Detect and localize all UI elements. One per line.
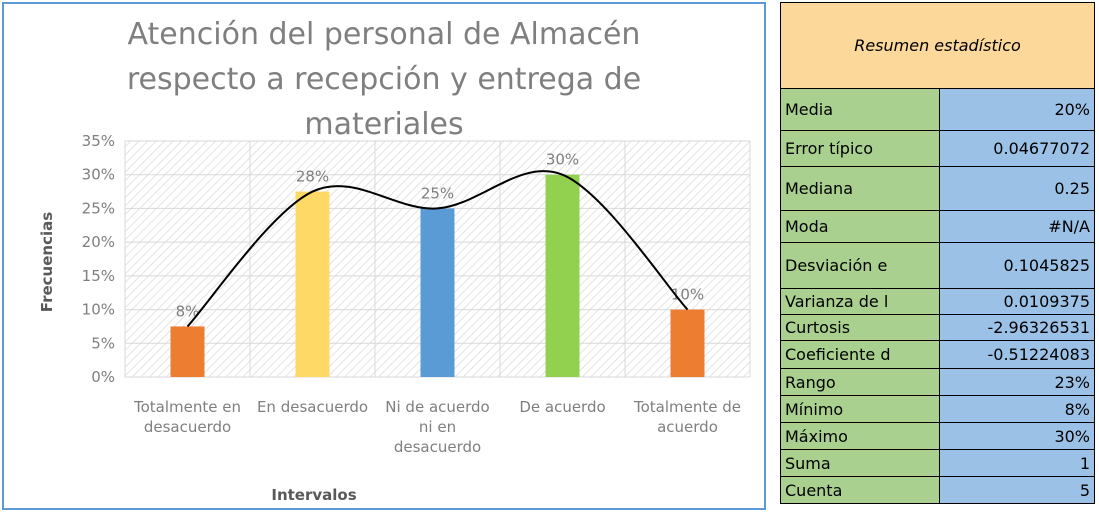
data-label: 28%	[296, 168, 329, 186]
bar	[670, 309, 705, 377]
stat-value: 5	[939, 476, 1095, 504]
table-row: Máximo 30%	[780, 422, 1095, 450]
stat-label: Error típico	[780, 130, 940, 167]
stat-label: Mínimo	[780, 395, 940, 423]
y-tick-label: 0%	[91, 368, 115, 386]
x-tick-label: Totalmente de acuerdo	[633, 398, 741, 436]
bar	[295, 191, 330, 377]
table-row: Mínimo 8%	[780, 395, 1095, 423]
stat-value: 0.25	[939, 166, 1095, 211]
y-tick-label: 10%	[82, 301, 115, 319]
y-tick-label: 35%	[82, 132, 115, 150]
stat-value: 0.1045825	[939, 242, 1095, 289]
table-body: Resumen estadístico Media 20% Error típico…	[780, 2, 1095, 504]
stat-value: -0.51224083	[939, 340, 1095, 369]
stat-label: Suma	[780, 449, 940, 477]
chart: Atención del personal de Almacén respect…	[2, 2, 766, 510]
x-tick-label: Ni de acuerdo ni en desacuerdo	[385, 398, 490, 456]
stat-label: Cuenta	[780, 476, 940, 504]
stat-label: Curtosis	[780, 314, 940, 341]
stat-label: Coeficiente d	[780, 340, 940, 369]
y-tick-label: 5%	[91, 334, 115, 352]
data-label: 8%	[176, 302, 200, 320]
table-title: Resumen estadístico	[780, 2, 1095, 89]
table-row: Error típico 0.04677072	[780, 130, 1095, 167]
stat-value: 8%	[939, 395, 1095, 423]
data-label: 30%	[546, 151, 579, 169]
table-header: Resumen estadístico	[780, 2, 1095, 89]
table-row: Cuenta 5	[780, 476, 1095, 504]
table-row: Desviación e 0.1045825	[780, 242, 1095, 289]
stat-value: -2.96326531	[939, 314, 1095, 341]
stats-table: Resumen estadístico Media 20% Error típico…	[780, 2, 1095, 504]
stat-label: Varianza de l	[780, 288, 940, 315]
x-axis-label: Intervalos	[271, 486, 357, 504]
y-tick-label: 25%	[82, 199, 115, 217]
table-row: Moda #N/A	[780, 210, 1095, 243]
stat-label: Mediana	[780, 166, 940, 211]
x-tick-label: De acuerdo	[519, 398, 606, 416]
stat-label: Desviación e	[780, 242, 940, 289]
trend-line	[186, 170, 689, 328]
bar	[420, 208, 455, 377]
chart-title: Atención del personal de Almacén respect…	[126, 17, 642, 142]
y-tick-label: 15%	[82, 267, 115, 285]
stat-value: 1	[939, 449, 1095, 477]
stat-label: Máximo	[780, 422, 940, 450]
y-tick-label: 30%	[82, 166, 115, 184]
plot: Frecuencias 0% 5% 10% 15% 20% 25% 30% 35% 8% 28% 2…	[38, 132, 751, 386]
stat-label: Moda	[780, 210, 940, 243]
stat-label: Media	[780, 88, 940, 131]
stat-value: 20%	[939, 88, 1095, 131]
y-axis-label: Frecuencias	[38, 212, 56, 312]
bar	[545, 174, 580, 377]
y-tick-label: 20%	[82, 233, 115, 251]
stat-value: 23%	[939, 368, 1095, 396]
data-label: 25%	[421, 184, 454, 202]
stat-value: 0.04677072	[939, 130, 1095, 167]
table-row: Varianza de l 0.0109375	[780, 288, 1095, 315]
stat-value: 0.0109375	[939, 288, 1095, 315]
table-row: Rango 23%	[780, 368, 1095, 396]
table-row: Coeficiente d -0.51224083	[780, 340, 1095, 369]
bar	[170, 326, 205, 377]
table-row: Mediana 0.25	[780, 166, 1095, 211]
stat-value: #N/A	[939, 210, 1095, 243]
table-row: Curtosis -2.96326531	[780, 314, 1095, 341]
table-row: Suma 1	[780, 449, 1095, 477]
x-tick-label: Totalmente en desacuerdo	[134, 398, 241, 436]
x-tick-label: En desacuerdo	[256, 398, 369, 416]
stat-value: 30%	[939, 422, 1095, 450]
table-row: Media 20%	[780, 88, 1095, 131]
stat-label: Rango	[780, 368, 940, 396]
